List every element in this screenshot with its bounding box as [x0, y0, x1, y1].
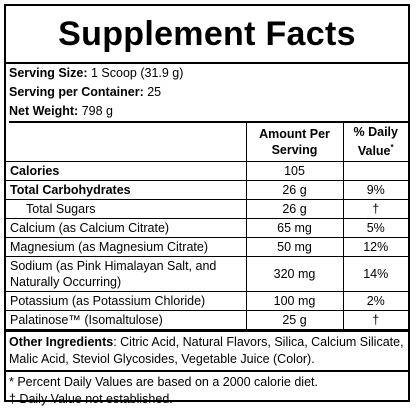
- nutrient-amount: 50 mg: [245, 237, 344, 257]
- nutrient-daily-value: [342, 161, 408, 181]
- nutrient-amount: 65 mg: [245, 218, 344, 238]
- net-weight-value: 798 g: [81, 104, 113, 118]
- nutrient-amount: 26 g: [245, 199, 344, 219]
- nutrient-amount: 100 mg: [245, 291, 344, 311]
- servings-per-container-label: Serving per Container:: [9, 85, 144, 99]
- net-weight-line: Net Weight: 798 g: [9, 102, 408, 123]
- nutrient-daily-value: †: [342, 199, 408, 219]
- nutrient-name: Total Sugars: [6, 199, 247, 219]
- nutrient-name: Potassium (as Potassium Chloride): [6, 291, 247, 311]
- table-header-row: Amount Per Serving % Daily Value*: [6, 123, 408, 162]
- supplement-facts-panel: Supplement Facts Serving Size: 1 Scoop (…: [4, 4, 410, 406]
- header-daily-value: % Daily Value*: [342, 123, 408, 162]
- serving-size-label: Serving Size:: [9, 66, 88, 80]
- other-ingredients-text: : Citric Acid, Natural Flavors, Silica, …: [9, 335, 404, 366]
- table-row: Total Carbohydrates 26 g 9%: [6, 180, 408, 200]
- nutrient-amount: 320 mg: [245, 256, 344, 292]
- servings-per-container-value: 25: [147, 85, 162, 99]
- net-weight-label: Net Weight:: [9, 104, 79, 118]
- table-row: Palatinose™ (Isomaltulose) 25 g †: [6, 310, 408, 330]
- nutrient-name: Total Carbohydrates: [6, 180, 247, 200]
- serving-info: Serving Size: 1 Scoop (31.9 g) Serving p…: [6, 64, 408, 123]
- nutrient-name: Sodium (as Pink Himalayan Salt, and Natu…: [6, 256, 247, 292]
- nutrient-daily-value: †: [342, 310, 408, 330]
- table-row: Total Sugars 26 g †: [6, 199, 408, 219]
- nutrient-amount: 25 g: [245, 310, 344, 330]
- nutrient-daily-value: 9%: [342, 180, 408, 200]
- percent-daily-value-note: * Percent Daily Values are based on a 20…: [9, 375, 318, 389]
- daily-value-not-established-note: † Daily Value not established.: [9, 392, 173, 406]
- table-row: Calcium (as Calcium Citrate) 65 mg 5%: [6, 218, 408, 238]
- nutrient-name: Magnesium (as Magnesium Citrate): [6, 237, 247, 257]
- table-row: Potassium (as Potassium Chloride) 100 mg…: [6, 291, 408, 311]
- daily-value-asterisk: *: [390, 143, 394, 153]
- nutrient-amount: 105: [245, 161, 344, 181]
- nutrient-daily-value: 14%: [342, 256, 408, 292]
- panel-title: Supplement Facts: [6, 6, 408, 64]
- nutrient-amount: 26 g: [245, 180, 344, 200]
- nutrient-daily-value: 12%: [342, 237, 408, 257]
- servings-per-container-line: Serving per Container: 25: [9, 83, 408, 102]
- serving-size-line: Serving Size: 1 Scoop (31.9 g): [9, 64, 408, 83]
- header-amount: Amount Per Serving: [245, 123, 344, 162]
- nutrient-name: Calcium (as Calcium Citrate): [6, 218, 247, 238]
- footnotes: * Percent Daily Values are based on a 20…: [6, 370, 408, 410]
- nutrient-name: Calories: [6, 161, 247, 181]
- nutrient-name: Palatinose™ (Isomaltulose): [6, 310, 247, 330]
- serving-size-value: 1 Scoop (31.9 g): [90, 66, 184, 80]
- nutrient-daily-value: 5%: [342, 218, 408, 238]
- nutrient-table: Amount Per Serving % Daily Value* Calori…: [6, 123, 408, 330]
- table-row: Calories 105: [6, 161, 408, 181]
- other-ingredients-label: Other Ingredients: [9, 335, 114, 349]
- table-row: Sodium (as Pink Himalayan Salt, and Natu…: [6, 256, 408, 292]
- table-row: Magnesium (as Magnesium Citrate) 50 mg 1…: [6, 237, 408, 257]
- header-blank: [6, 123, 247, 162]
- other-ingredients: Other Ingredients: Citric Acid, Natural …: [6, 330, 408, 370]
- nutrient-daily-value: 2%: [342, 291, 408, 311]
